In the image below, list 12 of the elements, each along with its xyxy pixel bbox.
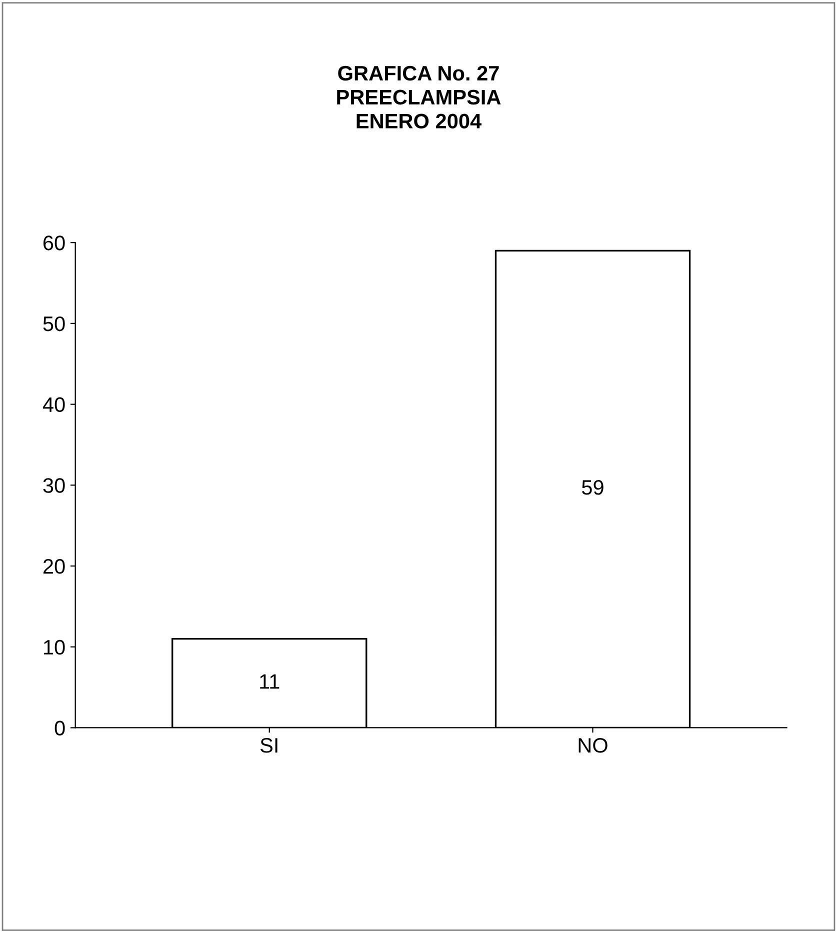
y-tick-label: 0 xyxy=(54,720,65,736)
y-tick-label: 50 xyxy=(43,316,65,332)
y-tick-label: 60 xyxy=(43,236,65,250)
chart-title: GRAFICA No. 27 PREECLAMPSIA ENERO 2004 xyxy=(337,66,501,129)
y-tick-label: 20 xyxy=(43,559,65,574)
y-tick-label: 40 xyxy=(42,397,65,412)
y-tick-label: 30 xyxy=(43,478,65,493)
x-tick-label: SI xyxy=(260,738,278,753)
y-tick-label: 10 xyxy=(44,640,65,655)
data-label: 59 xyxy=(582,480,604,495)
data-label: 11 xyxy=(260,674,280,689)
x-tick-label: NO xyxy=(578,738,608,753)
